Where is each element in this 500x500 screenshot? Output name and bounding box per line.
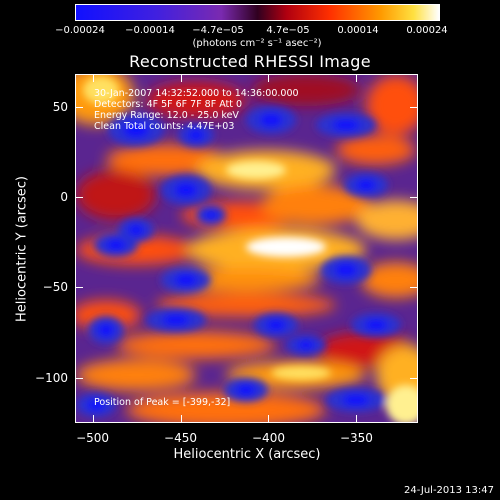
heat-blob [76,359,196,391]
y-tick-mark [410,196,418,198]
x-tick-mark [92,415,94,423]
footer-date: 24-Jul-2013 13:47 [403,485,494,496]
heat-blob [116,331,276,359]
y-tick-mark [75,106,83,108]
heat-void-core [106,239,126,251]
x-tick-label: −350 [339,431,373,445]
y-tick-label: 0 [60,189,68,204]
heat-void-core [97,323,115,337]
heat-blob [386,385,417,422]
heat-blob [106,144,226,176]
heat-blob [261,185,371,225]
heat-void-core [162,314,190,326]
heat-blob [226,161,286,179]
colorbar-tick-label: −4.7e−05 [192,25,244,36]
heat-void-core [123,122,149,138]
y-tick-label: −100 [35,370,68,385]
heat-void-core [297,340,315,350]
time-range-label: 30-Jan-2007 14:32:52.000 to 14:36:00.000 [94,88,299,99]
x-tick-label: −450 [164,431,198,445]
heat-void-core [334,263,358,277]
heat-void-core [332,119,360,131]
x-tick-label: −500 [76,431,110,445]
heat-void-core [356,179,376,191]
heat-blob [76,170,156,220]
colorbar-tick-label: 0.00014 [337,25,379,36]
heat-blob [361,262,417,298]
x-axis-label: Heliocentric X (arcsec) [173,447,321,462]
heat-blob [366,75,417,135]
heat-void-core [236,384,256,396]
heat-blob [171,268,321,292]
heat-blob [83,76,119,104]
detectors-label: Detectors: 4F 5F 6F 7F 8F Att 0 [94,99,243,110]
heat-void-core [259,113,283,127]
x-tick-mark [180,415,182,423]
heat-void-core [174,183,198,197]
heat-blob [246,237,326,257]
heat-blob [356,200,417,240]
method-counts-label: Clean Total counts: 4.47E+03 [94,121,235,132]
x-tick-mark [268,74,270,82]
heat-blob [156,293,336,317]
heat-void-core [127,224,145,236]
heat-void-core [364,319,388,331]
colorbar [75,4,440,21]
y-axis-label: Heliocentric Y (arcsec) [14,176,30,322]
colorbar-tick-label: 0.00024 [406,25,448,36]
heat-void-core [266,319,286,331]
heatmap-image [75,74,418,423]
heat-void-core [342,394,370,406]
heat-void-core [187,129,205,141]
x-tick-mark [356,415,358,423]
heat-blob [126,392,326,422]
y-tick-mark [410,106,418,108]
heat-void-core [87,399,105,411]
colorbar-unit-label: (photons cm⁻² s⁻¹ asec⁻²) [192,38,322,49]
y-tick-mark [75,287,83,289]
heat-blob [271,366,331,380]
y-tick-mark [410,377,418,379]
heat-blob [336,135,416,165]
x-tick-mark [180,74,182,82]
y-tick-mark [410,287,418,289]
x-tick-mark [92,74,94,82]
heat-blob [251,75,361,106]
heat-void-core [204,210,218,220]
heat-blob [146,82,246,118]
y-tick-label: −50 [42,280,68,295]
colorbar-tick-label: −0.00024 [55,25,105,36]
chart-title: Reconstructed RHESSI Image [129,52,371,71]
colorbar-tick-label: 4.7e−05 [266,25,310,36]
y-tick-mark [75,196,83,198]
x-tick-mark [356,74,358,82]
y-tick-mark [75,377,83,379]
energy-range-label: Energy Range: 12.0 - 25.0 keV [94,110,239,121]
heat-void-core [174,274,198,286]
x-tick-label: −400 [252,431,285,445]
colorbar-tick-label: −0.00014 [125,25,175,36]
y-tick-label: 50 [52,99,68,114]
x-tick-mark [268,415,270,423]
peak-position-label: Position of Peak = [-399,-32] [94,397,231,408]
